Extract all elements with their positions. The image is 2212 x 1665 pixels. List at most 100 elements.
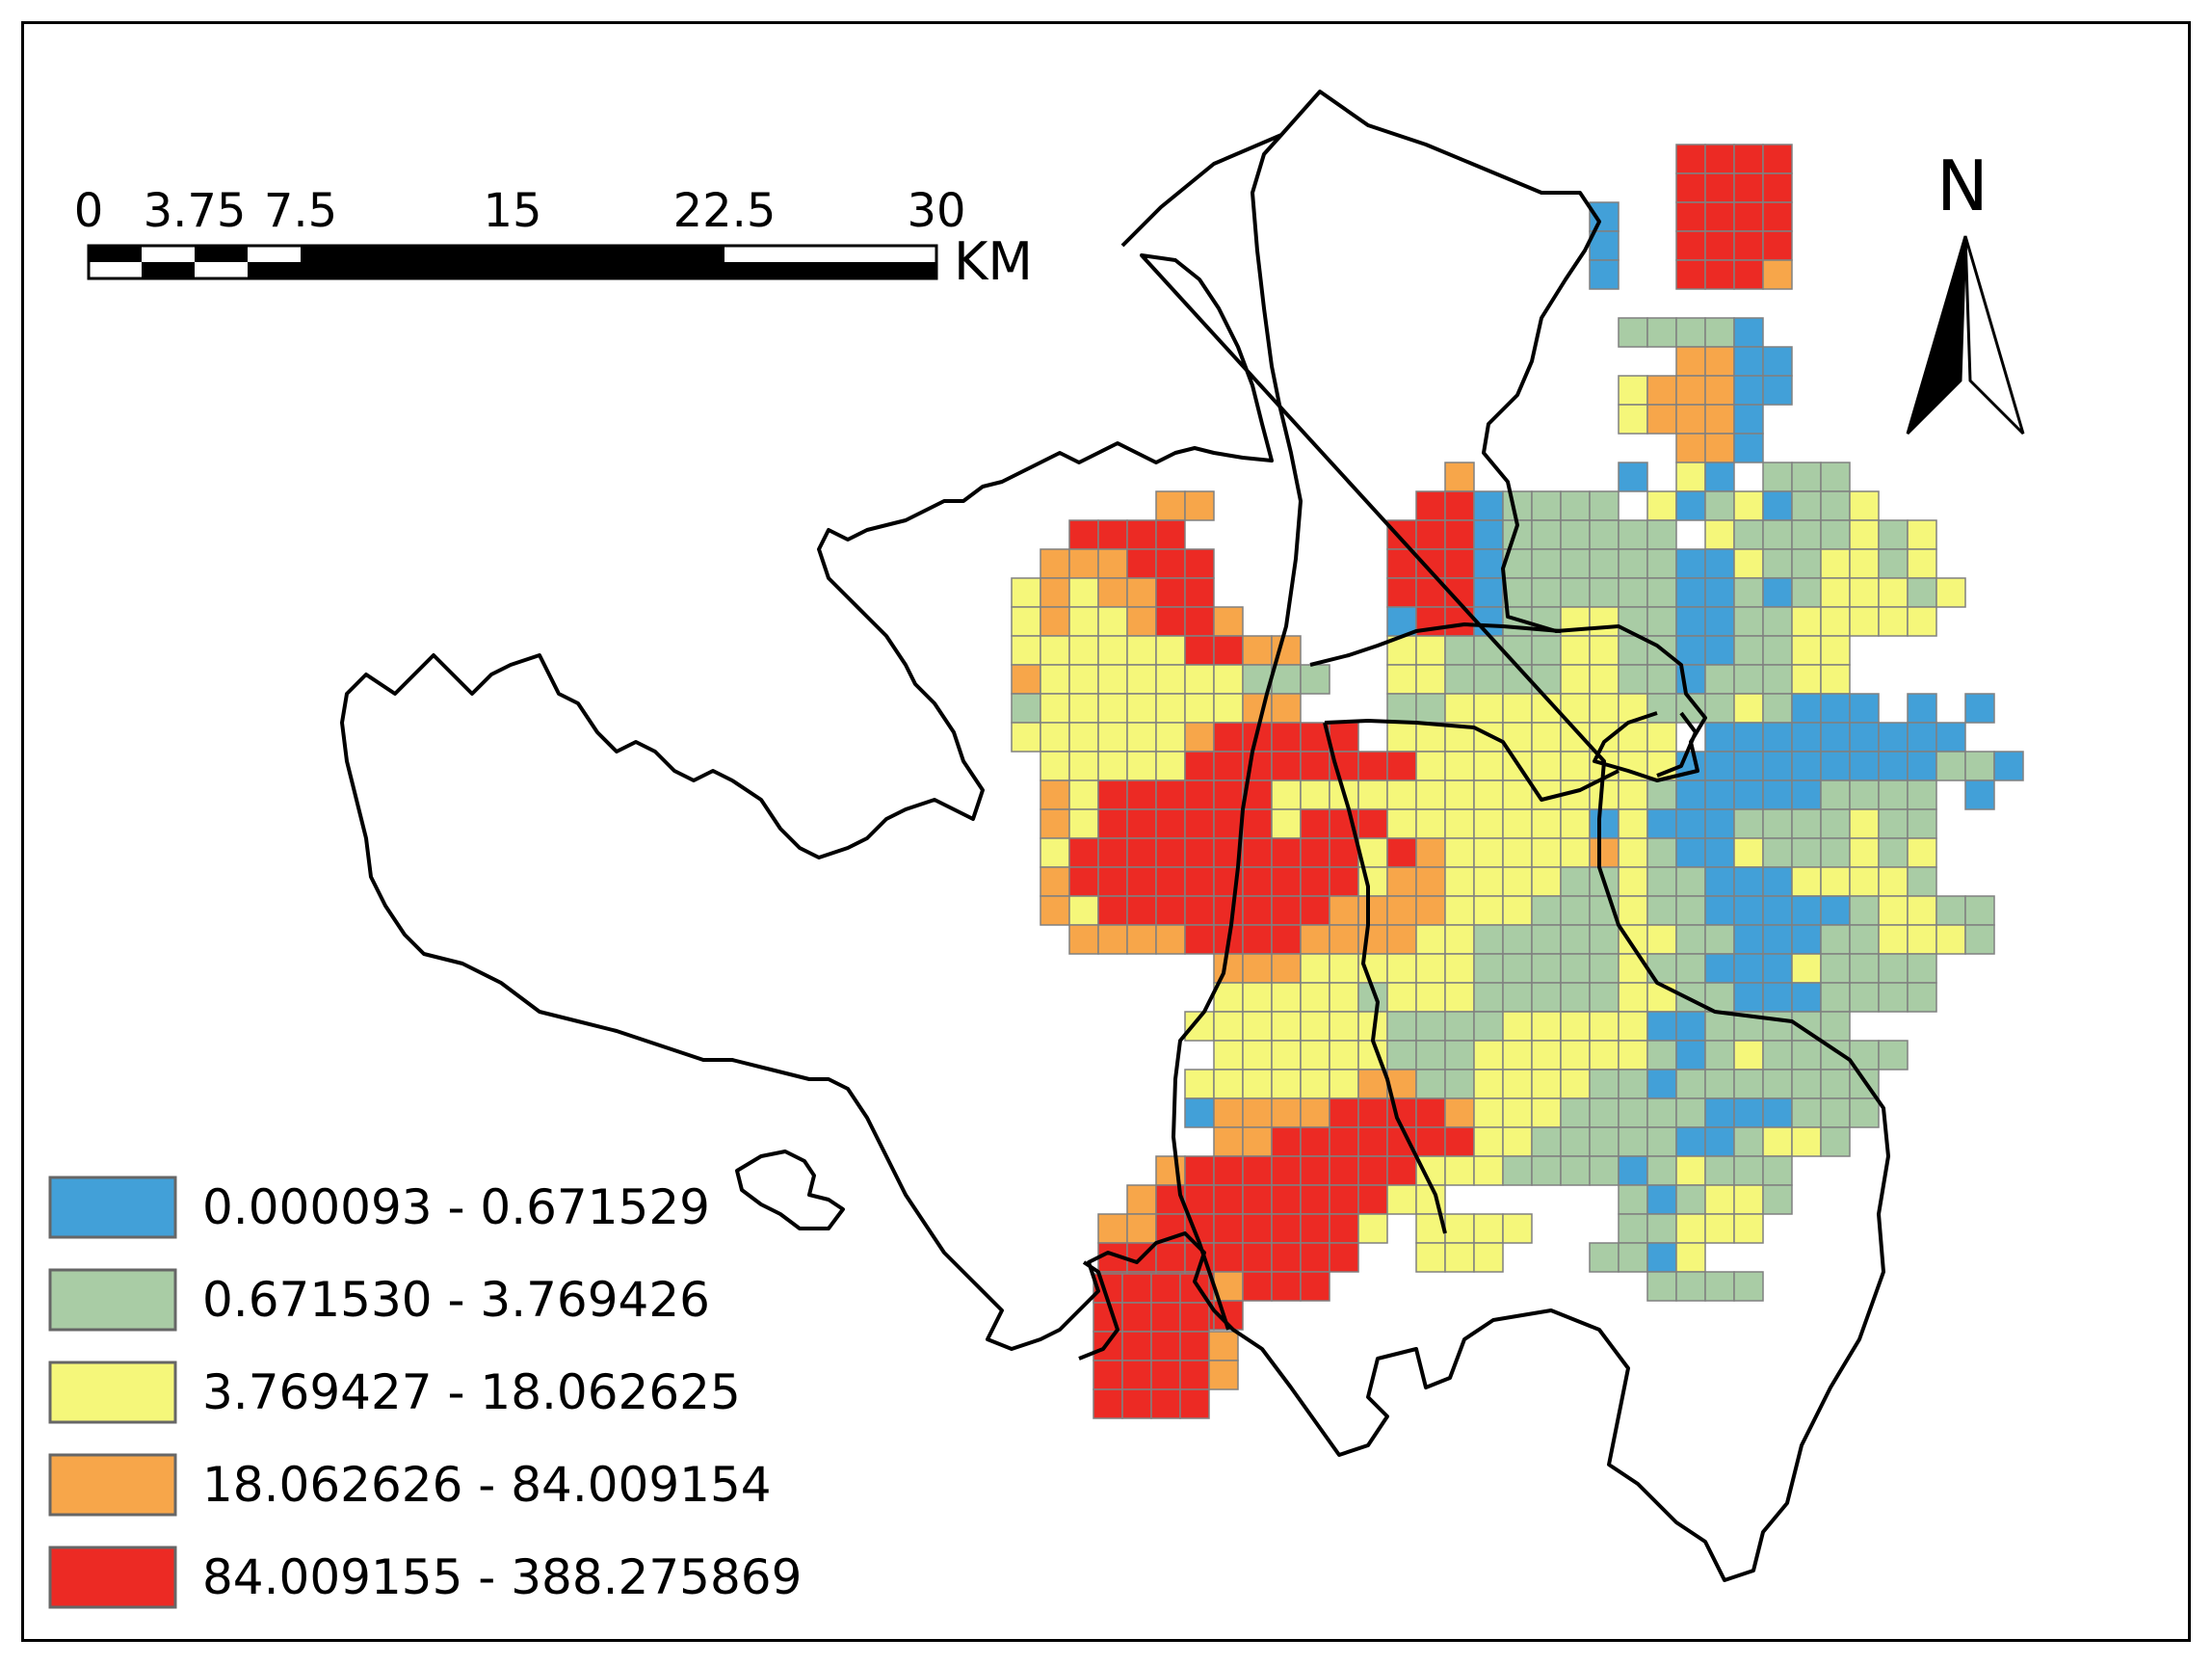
grid-cell [1791, 1069, 1822, 1099]
grid-cell [1733, 780, 1764, 810]
grid-cell [1242, 866, 1273, 897]
grid-cell [1444, 780, 1475, 810]
grid-cell [1560, 1126, 1591, 1157]
grid-cell [1618, 1155, 1648, 1186]
scale-tick-label: 0 [74, 184, 104, 238]
grid-cell [1849, 866, 1880, 897]
grid-cell [1184, 751, 1215, 781]
grid-cell [1502, 1040, 1533, 1070]
grid-cell [1675, 259, 1706, 290]
grid-cell [1184, 606, 1215, 637]
grid-cell [1878, 722, 1909, 753]
grid-cell [1357, 1069, 1388, 1099]
grid-cell [1213, 1155, 1244, 1186]
grid-cell [1155, 664, 1186, 695]
grid-cell [1589, 664, 1620, 695]
grid-cell [1589, 548, 1620, 579]
north-arrow-right-half [1963, 235, 2025, 436]
grid-cell [1386, 924, 1417, 955]
grid-cell [1329, 1155, 1359, 1186]
grid-cell [1618, 1069, 1648, 1099]
grid-cell [1878, 606, 1909, 637]
grid-cell [1618, 1184, 1648, 1215]
grid-cell [1733, 693, 1764, 724]
grid-cell [1444, 462, 1475, 492]
grid-cell [1213, 1069, 1244, 1099]
grid-cell [1126, 1213, 1157, 1244]
grid-cell [1502, 1213, 1533, 1244]
grid-cell [1184, 577, 1215, 608]
grid-cell [1791, 751, 1822, 781]
legend-label: 3.769427 - 18.062625 [202, 1364, 741, 1420]
island-boundary [735, 1150, 845, 1230]
grid-cell [1242, 1271, 1273, 1302]
grid-cell [1126, 895, 1157, 926]
grid-cell [1589, 1126, 1620, 1157]
grid-cell [1907, 693, 1937, 724]
scale-tick-label: 30 [907, 184, 965, 238]
grid-cell [1126, 780, 1157, 810]
grid-cell [1589, 606, 1620, 637]
grid-cell [1589, 1097, 1620, 1128]
grid-cell [1386, 808, 1417, 839]
grid-cell [1733, 982, 1764, 1013]
grid-cell [1444, 1069, 1475, 1099]
grid-cell [1964, 780, 1995, 810]
grid-cell [1560, 1011, 1591, 1042]
grid-cell [1618, 1097, 1648, 1128]
grid-cell [1791, 635, 1822, 666]
grid-cell [1704, 577, 1735, 608]
grid-cell [1473, 1126, 1504, 1157]
grid-cell [1531, 548, 1562, 579]
grid-cell [1675, 1069, 1706, 1099]
grid-cell [1179, 1360, 1210, 1390]
grid-cell [1093, 1331, 1123, 1361]
grid-cell [1473, 1069, 1504, 1099]
grid-cell [1155, 606, 1186, 637]
grid-cell [1242, 1011, 1273, 1042]
grid-cell [1907, 751, 1937, 781]
grid-cell [1762, 808, 1793, 839]
grid-cell [1675, 1213, 1706, 1244]
grid-cell [1849, 982, 1880, 1013]
grid-cell [1589, 490, 1620, 521]
grid-cell [1155, 751, 1186, 781]
grid-cell [1097, 548, 1128, 579]
grid-cell [1675, 953, 1706, 984]
scale-segment [724, 262, 936, 278]
grid-cell [1618, 1213, 1648, 1244]
grid-cell [1733, 433, 1764, 463]
grid-cell [1589, 635, 1620, 666]
grid-cell [1762, 953, 1793, 984]
grid-cell [1589, 1011, 1620, 1042]
grid-cell [1791, 664, 1822, 695]
grid-cell [1068, 924, 1099, 955]
grid-cell [1444, 982, 1475, 1013]
grid-cell [1415, 982, 1446, 1013]
grid-cell [1675, 577, 1706, 608]
grid-cell [1704, 462, 1735, 492]
grid-cell [1993, 751, 2024, 781]
grid-cell [1762, 837, 1793, 868]
grid-cell [1560, 837, 1591, 868]
grid-cell [1444, 866, 1475, 897]
grid-cell [1093, 1388, 1123, 1419]
grid-cell [1068, 664, 1099, 695]
grid-cell [1907, 924, 1937, 955]
grid-cell [1762, 780, 1793, 810]
grid-cell [1820, 895, 1851, 926]
grid-cell [1675, 404, 1706, 435]
legend-swatch [48, 1176, 177, 1239]
grid-cell [1762, 577, 1793, 608]
grid-cell [1121, 1273, 1152, 1304]
grid-cell [1126, 664, 1157, 695]
grid-cell [1502, 866, 1533, 897]
legend-swatch [48, 1268, 177, 1332]
grid-cell [1560, 1040, 1591, 1070]
grid-cell [1011, 606, 1041, 637]
grid-cell [1155, 519, 1186, 550]
grid-cell [1646, 1069, 1677, 1099]
grid-cell [1733, 751, 1764, 781]
grid-cell [1300, 1011, 1330, 1042]
grid-cell [1762, 664, 1793, 695]
